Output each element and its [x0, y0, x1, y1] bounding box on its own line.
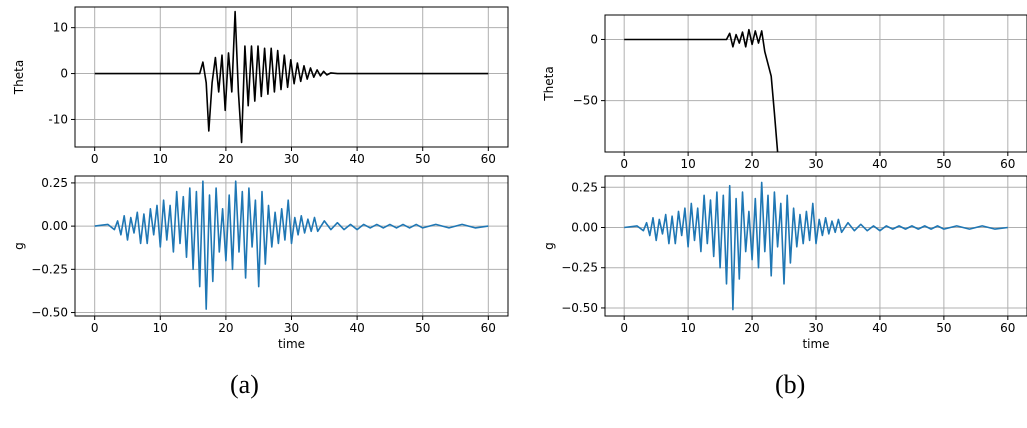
x-tick-label: 20	[218, 152, 233, 166]
y-tick-label: 0	[60, 67, 68, 81]
x-tick-label: 0	[620, 157, 628, 171]
x-tick-label: 20	[744, 321, 759, 335]
x-tick-label: 10	[153, 321, 168, 335]
axes-b-g: 0 10 20 30 40 50 60 0.25 0.00 −0.25 −0.50 g time	[542, 175, 1027, 351]
y-tick-label: 0.25	[41, 176, 68, 190]
y-tick-label: 10	[53, 21, 68, 35]
axes-a-theta: 0 10 20 30 40 50 60 10 0 -10 Theta	[12, 6, 509, 166]
series-line	[624, 181, 1008, 311]
x-tick-label: 0	[91, 152, 99, 166]
x-tick-label: 30	[808, 157, 823, 171]
x-tick-label: 10	[153, 152, 168, 166]
x-tick-label: 40	[349, 152, 364, 166]
caption-a: (a)	[230, 370, 259, 399]
x-axis-label: time	[278, 337, 305, 351]
x-tick-label: 50	[936, 157, 951, 171]
axes-b-theta: 0 10 20 30 40 50 60 0 −50 Theta	[542, 14, 1027, 171]
y-axis-label: g	[542, 242, 556, 250]
axes-frame	[604, 14, 1027, 153]
x-tick-label: 10	[680, 321, 695, 335]
axes-frame	[74, 175, 509, 317]
x-axis-label: time	[802, 337, 829, 351]
y-tick-label: −0.25	[31, 262, 68, 276]
x-tick-label: 10	[680, 157, 695, 171]
x-tick-label: 30	[808, 321, 823, 335]
x-tick-label: 30	[284, 152, 299, 166]
axes-frame	[74, 6, 509, 148]
y-axis-label: g	[12, 242, 26, 250]
x-tick-label: 40	[872, 157, 887, 171]
y-tick-label: −0.50	[31, 306, 68, 320]
x-tick-label: 60	[481, 152, 496, 166]
axes-a-g: 0 10 20 30 40 50 60 0.25 0.00 −0.25 −0.50 g time	[12, 175, 509, 351]
y-axis-label: Theta	[12, 60, 26, 95]
x-tick-label: 40	[349, 321, 364, 335]
x-tick-label: 0	[620, 321, 628, 335]
y-tick-label: 0.00	[41, 219, 68, 233]
x-tick-label: 60	[1000, 157, 1015, 171]
y-tick-label: 0	[590, 32, 598, 46]
y-tick-label: −0.25	[561, 261, 598, 275]
series-line	[94, 10, 489, 144]
y-tick-label: −0.50	[561, 301, 598, 315]
axes-frame	[604, 175, 1027, 317]
series-line	[94, 180, 489, 310]
x-tick-label: 50	[936, 321, 951, 335]
series-line	[624, 28, 779, 152]
y-axis-label: Theta	[542, 66, 556, 101]
y-tick-label: −50	[573, 94, 598, 108]
x-tick-label: 20	[744, 157, 759, 171]
x-tick-label: 60	[481, 321, 496, 335]
x-tick-label: 60	[1000, 321, 1015, 335]
x-tick-label: 30	[284, 321, 299, 335]
y-tick-label: -10	[48, 112, 68, 126]
x-tick-label: 20	[218, 321, 233, 335]
x-tick-label: 40	[872, 321, 887, 335]
x-tick-label: 0	[91, 321, 99, 335]
x-tick-label: 50	[415, 152, 430, 166]
caption-b: (b)	[775, 370, 806, 399]
y-tick-label: 0.25	[571, 180, 598, 194]
x-tick-label: 50	[415, 321, 430, 335]
y-tick-label: 0.00	[571, 220, 598, 234]
